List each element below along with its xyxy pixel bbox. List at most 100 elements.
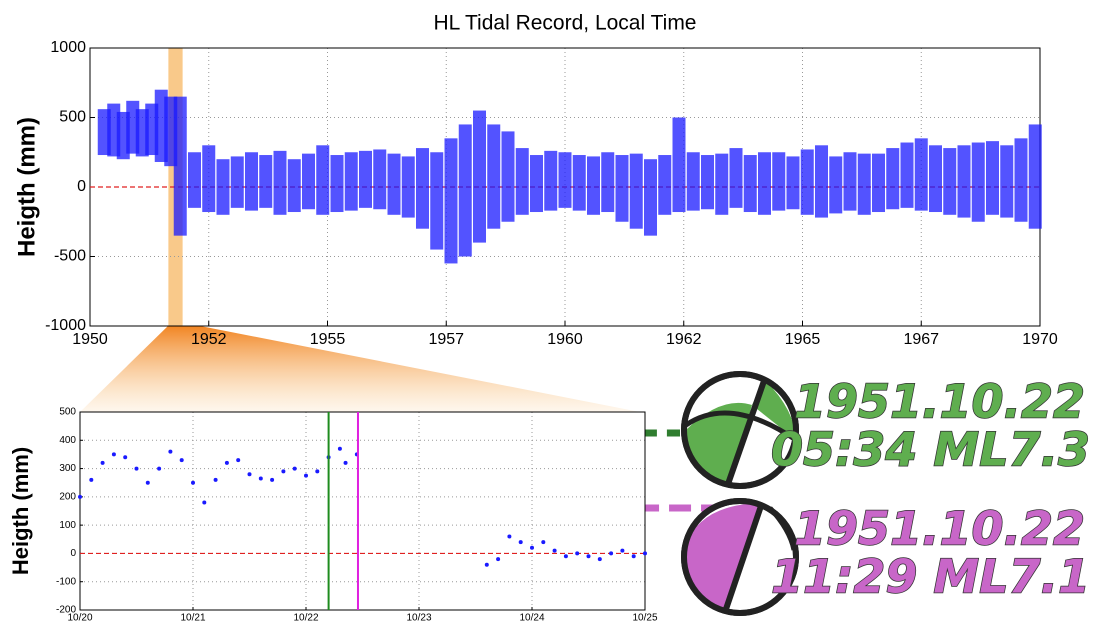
y-tick-label: -100 (56, 576, 76, 587)
y-axis-label: Heigth (mm) (8, 447, 33, 575)
y-axis-label: Heigth (mm) (13, 117, 40, 257)
data-range (458, 124, 472, 257)
data-point (631, 554, 636, 559)
data-point (202, 500, 207, 505)
data-range (971, 142, 985, 222)
y-tick-label: 200 (59, 491, 76, 502)
data-range (515, 148, 529, 215)
data-range (416, 148, 429, 229)
data-range (202, 145, 216, 213)
data-range (387, 153, 401, 215)
data-point (89, 477, 94, 482)
data-range (245, 152, 258, 211)
data-range (929, 145, 942, 213)
data-range (629, 153, 643, 229)
zoom-fan (80, 324, 640, 412)
data-range (943, 148, 957, 215)
data-range (316, 145, 330, 215)
data-point (213, 477, 218, 482)
data-range (672, 117, 686, 213)
data-range (373, 149, 387, 210)
data-range (216, 159, 230, 215)
data-range (900, 142, 914, 208)
data-point (157, 466, 162, 471)
data-range (530, 155, 543, 213)
x-tick-label: 1957 (428, 331, 464, 348)
data-range (701, 155, 714, 210)
data-point (530, 545, 534, 550)
data-point (620, 548, 625, 553)
data-range (572, 155, 586, 211)
data-range (173, 96, 187, 236)
data-range (914, 138, 928, 211)
data-range (587, 156, 600, 215)
data-range (800, 149, 814, 215)
chart: -200 -100 0 100 200 300 400 500 10/20 10/21 10/22 1… (8, 374, 1091, 624)
y-tick-label: 0 (70, 548, 76, 559)
x-tick-label: 10/21 (180, 613, 205, 624)
data-point (586, 554, 591, 559)
x-tick-label: 1970 (1022, 331, 1058, 348)
data-point (281, 469, 286, 474)
data-range (330, 155, 344, 213)
plot-area (80, 412, 645, 610)
data-point (134, 466, 139, 471)
y-tick-label: -500 (54, 248, 86, 265)
data-point (343, 460, 348, 465)
x-tick-label: 1955 (310, 331, 346, 348)
data-point (258, 476, 263, 481)
data-point (145, 480, 150, 485)
data-range (772, 152, 786, 211)
x-tick-label: 1962 (666, 331, 702, 348)
chart-title: HL Tidal Record, Local Time (433, 12, 696, 35)
data-range (615, 155, 629, 222)
x-tick-label: 1950 (72, 331, 108, 348)
data-range (188, 152, 201, 208)
data-range (843, 152, 857, 211)
data-point (337, 446, 342, 451)
data-range (886, 148, 900, 210)
data-range (287, 159, 301, 213)
x-tick-label: 10/22 (293, 613, 318, 624)
data-range (857, 153, 871, 215)
x-tick-label: 1967 (903, 331, 939, 348)
data-point (100, 460, 105, 465)
data-point (78, 494, 82, 499)
data-range (430, 152, 444, 250)
data-range (658, 155, 672, 215)
data-range (815, 145, 828, 218)
data-point (179, 458, 184, 463)
data-point (609, 551, 614, 556)
data-point (507, 534, 512, 539)
data-range (743, 155, 757, 213)
x-tick-label: 10/23 (406, 613, 431, 624)
data-range (1028, 124, 1042, 229)
data-range (344, 152, 358, 211)
y-tick-label: 500 (59, 407, 76, 418)
data-range (758, 152, 771, 215)
data-range (686, 152, 700, 211)
x-tick-label: 10/24 (519, 613, 544, 624)
data-point (597, 557, 602, 562)
data-point (236, 458, 241, 463)
data-point (484, 562, 489, 567)
data-range (729, 148, 743, 208)
data-point (224, 460, 229, 465)
data-range (544, 150, 558, 211)
data-range (359, 150, 372, 208)
data-point (552, 548, 557, 553)
data-range (829, 156, 843, 214)
data-range (302, 153, 315, 210)
data-point (643, 551, 647, 556)
plot-frame (79, 411, 646, 611)
data-point (247, 472, 252, 477)
y-tick-label: 500 (59, 109, 86, 126)
data-point (518, 540, 523, 545)
event-label: 05:34 ML7.3 (771, 423, 1090, 477)
data-range (1014, 138, 1028, 222)
data-point (563, 554, 568, 559)
data-point (315, 469, 320, 474)
data-point (575, 551, 580, 556)
y-tick-label: 0 (77, 178, 86, 195)
